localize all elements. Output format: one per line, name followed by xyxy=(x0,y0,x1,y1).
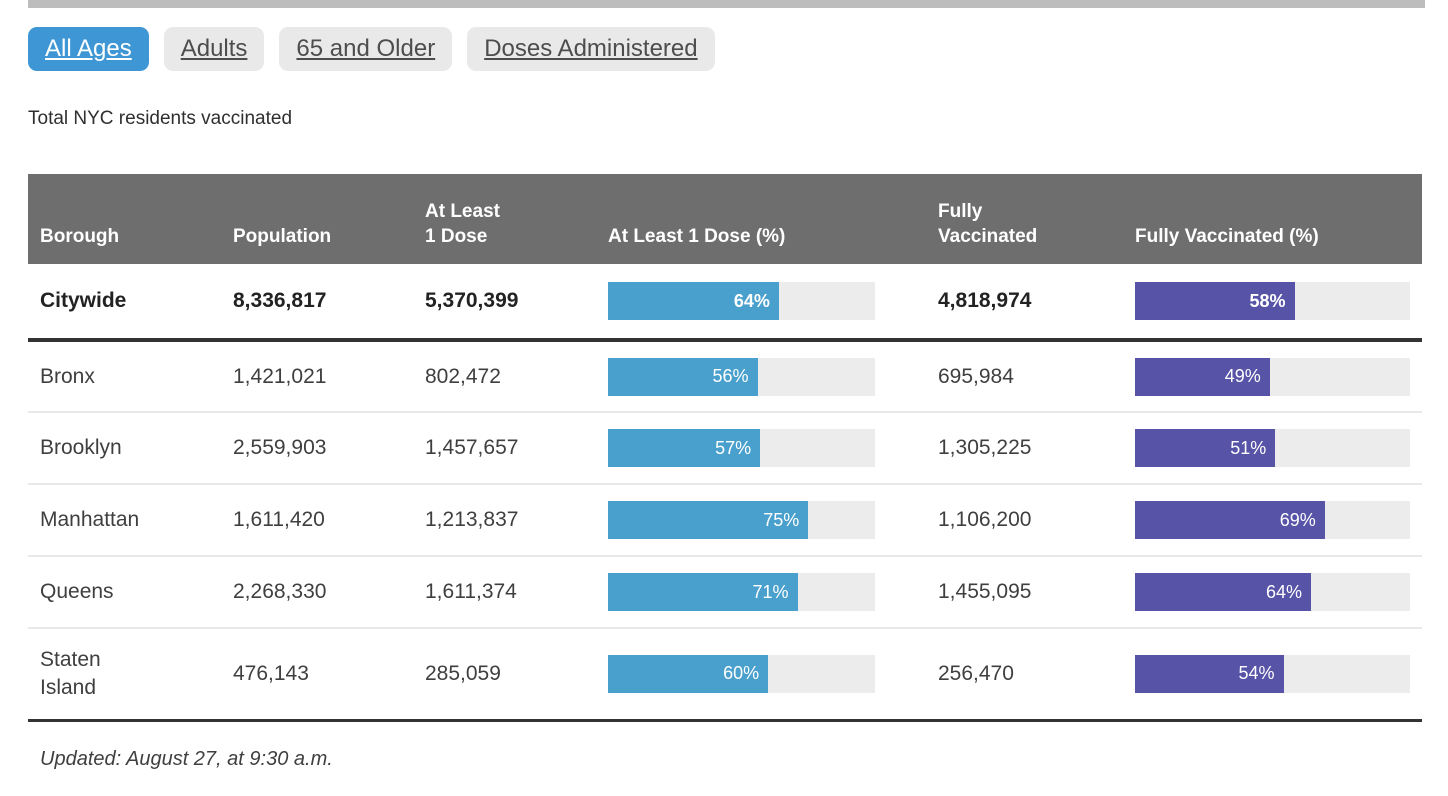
top-divider-bar xyxy=(28,0,1425,8)
fully-vaccinated-value: 695,984 xyxy=(938,340,1135,413)
dose1-value: 1,457,657 xyxy=(425,412,608,485)
dose1-bar-track: 75% xyxy=(608,501,875,539)
fully-bar-track: 69% xyxy=(1135,501,1410,539)
population-value: 2,268,330 xyxy=(233,556,425,629)
fully-bar-label: 64% xyxy=(1265,581,1302,602)
col-header-fully-pct: Fully Vaccinated (%) xyxy=(1135,174,1422,264)
population-value: 8,336,817 xyxy=(233,264,425,342)
fully-bar-fill: 51% xyxy=(1135,429,1276,467)
table-row-bronx: Bronx 1,421,021 802,472 56% 695,984 49% xyxy=(28,340,1422,413)
dose1-bar-fill: 64% xyxy=(608,282,779,320)
borough-name: Manhattan xyxy=(40,508,140,532)
fully-vaccinated-value: 1,106,200 xyxy=(938,484,1135,557)
table-row-manhattan: Manhattan 1,611,420 1,213,837 75% 1,106,… xyxy=(28,484,1422,557)
dose1-value: 1,611,374 xyxy=(425,556,608,629)
borough-name: Bronx xyxy=(40,364,95,388)
fully-bar-label: 58% xyxy=(1249,290,1286,311)
dose1-bar-label: 64% xyxy=(733,290,770,311)
dose1-bar-track: 56% xyxy=(608,357,875,396)
col-header-dose1-pct: At Least 1 Dose (%) xyxy=(608,174,938,264)
vaccination-table: Borough Population At Least 1 Dose At Le… xyxy=(28,174,1422,722)
dose1-bar-track: 64% xyxy=(608,282,875,320)
fully-bar-fill: 64% xyxy=(1135,573,1311,611)
dose1-bar-fill: 75% xyxy=(608,501,809,539)
population-value: 476,143 xyxy=(233,628,425,722)
col-header-dose1-label: At Least 1 Dose xyxy=(425,200,500,248)
fully-bar-label: 54% xyxy=(1238,663,1275,684)
fully-vaccinated-value: 1,455,095 xyxy=(938,556,1135,629)
table-row-brooklyn: Brooklyn 2,559,903 1,457,657 57% 1,305,2… xyxy=(28,412,1422,485)
fully-bar-track: 51% xyxy=(1135,429,1410,467)
col-header-dose1-pct-label: At Least 1 Dose (%) xyxy=(608,226,786,248)
fully-bar-label: 69% xyxy=(1279,509,1316,530)
col-header-borough-label: Borough xyxy=(40,226,120,248)
col-header-population: Population xyxy=(233,174,425,264)
col-header-fully-label: Fully Vaccinated xyxy=(938,200,1038,248)
col-header-fully: Fully Vaccinated xyxy=(938,174,1135,264)
page-subtitle: Total NYC residents vaccinated xyxy=(28,108,293,129)
col-header-borough: Borough xyxy=(28,174,233,264)
borough-name: Citywide xyxy=(40,289,127,313)
population-value: 1,421,021 xyxy=(233,340,425,413)
fully-bar-fill: 49% xyxy=(1135,357,1270,396)
dose1-value: 285,059 xyxy=(425,628,608,722)
fully-vaccinated-value: 4,818,974 xyxy=(938,264,1135,342)
tab-adults[interactable]: Adults xyxy=(163,27,265,71)
dose1-bar-fill: 60% xyxy=(608,654,769,693)
population-value: 2,559,903 xyxy=(233,412,425,485)
table-row-staten-island: Staten Island 476,143 285,059 60% 256,47… xyxy=(28,628,1422,722)
dose1-bar-track: 57% xyxy=(608,429,875,467)
age-group-tabs: All Ages Adults 65 and Older Doses Admin… xyxy=(28,27,1448,71)
table-row-queens: Queens 2,268,330 1,611,374 71% 1,455,095… xyxy=(28,556,1422,629)
dose1-value: 5,370,399 xyxy=(425,264,608,342)
dose1-bar-label: 60% xyxy=(723,663,760,684)
population-value: 1,611,420 xyxy=(233,484,425,557)
fully-bar-fill: 58% xyxy=(1135,282,1295,320)
fully-bar-track: 58% xyxy=(1135,282,1410,320)
tab-65-and-older[interactable]: 65 and Older xyxy=(279,27,453,71)
tab-all-ages[interactable]: All Ages xyxy=(28,27,149,71)
dose1-bar-fill: 57% xyxy=(608,429,761,467)
fully-bar-track: 49% xyxy=(1135,357,1410,396)
fully-vaccinated-value: 256,470 xyxy=(938,628,1135,722)
table-row-citywide: Citywide 8,336,817 5,370,399 64% 4,818,9… xyxy=(28,264,1422,342)
col-header-dose1: At Least 1 Dose xyxy=(425,174,608,264)
fully-bar-track: 64% xyxy=(1135,573,1410,611)
dose1-bar-label: 57% xyxy=(715,437,752,458)
fully-bar-track: 54% xyxy=(1135,654,1410,693)
borough-name: Staten Island xyxy=(40,648,101,699)
fully-bar-label: 49% xyxy=(1224,366,1261,386)
dose1-bar-label: 75% xyxy=(763,509,800,530)
fully-bar-label: 51% xyxy=(1230,437,1267,458)
borough-name: Queens xyxy=(40,580,114,604)
borough-name: Brooklyn xyxy=(40,436,122,460)
fully-vaccinated-value: 1,305,225 xyxy=(938,412,1135,485)
dose1-value: 802,472 xyxy=(425,340,608,413)
dose1-bar-fill: 56% xyxy=(608,357,758,396)
dose1-bar-label: 56% xyxy=(712,366,749,386)
dose1-value: 1,213,837 xyxy=(425,484,608,557)
table-header: Borough Population At Least 1 Dose At Le… xyxy=(28,174,1422,264)
col-header-fully-pct-label: Fully Vaccinated (%) xyxy=(1135,226,1319,248)
updated-timestamp: Updated: August 27, at 9:30 a.m. xyxy=(40,747,333,770)
dose1-bar-track: 60% xyxy=(608,654,875,693)
fully-bar-fill: 54% xyxy=(1135,654,1284,693)
dose1-bar-track: 71% xyxy=(608,573,875,611)
col-header-population-label: Population xyxy=(233,226,332,248)
dose1-bar-fill: 71% xyxy=(608,573,798,611)
dose1-bar-label: 71% xyxy=(752,581,789,602)
fully-bar-fill: 69% xyxy=(1135,501,1325,539)
tab-doses-administered[interactable]: Doses Administered xyxy=(467,27,715,71)
